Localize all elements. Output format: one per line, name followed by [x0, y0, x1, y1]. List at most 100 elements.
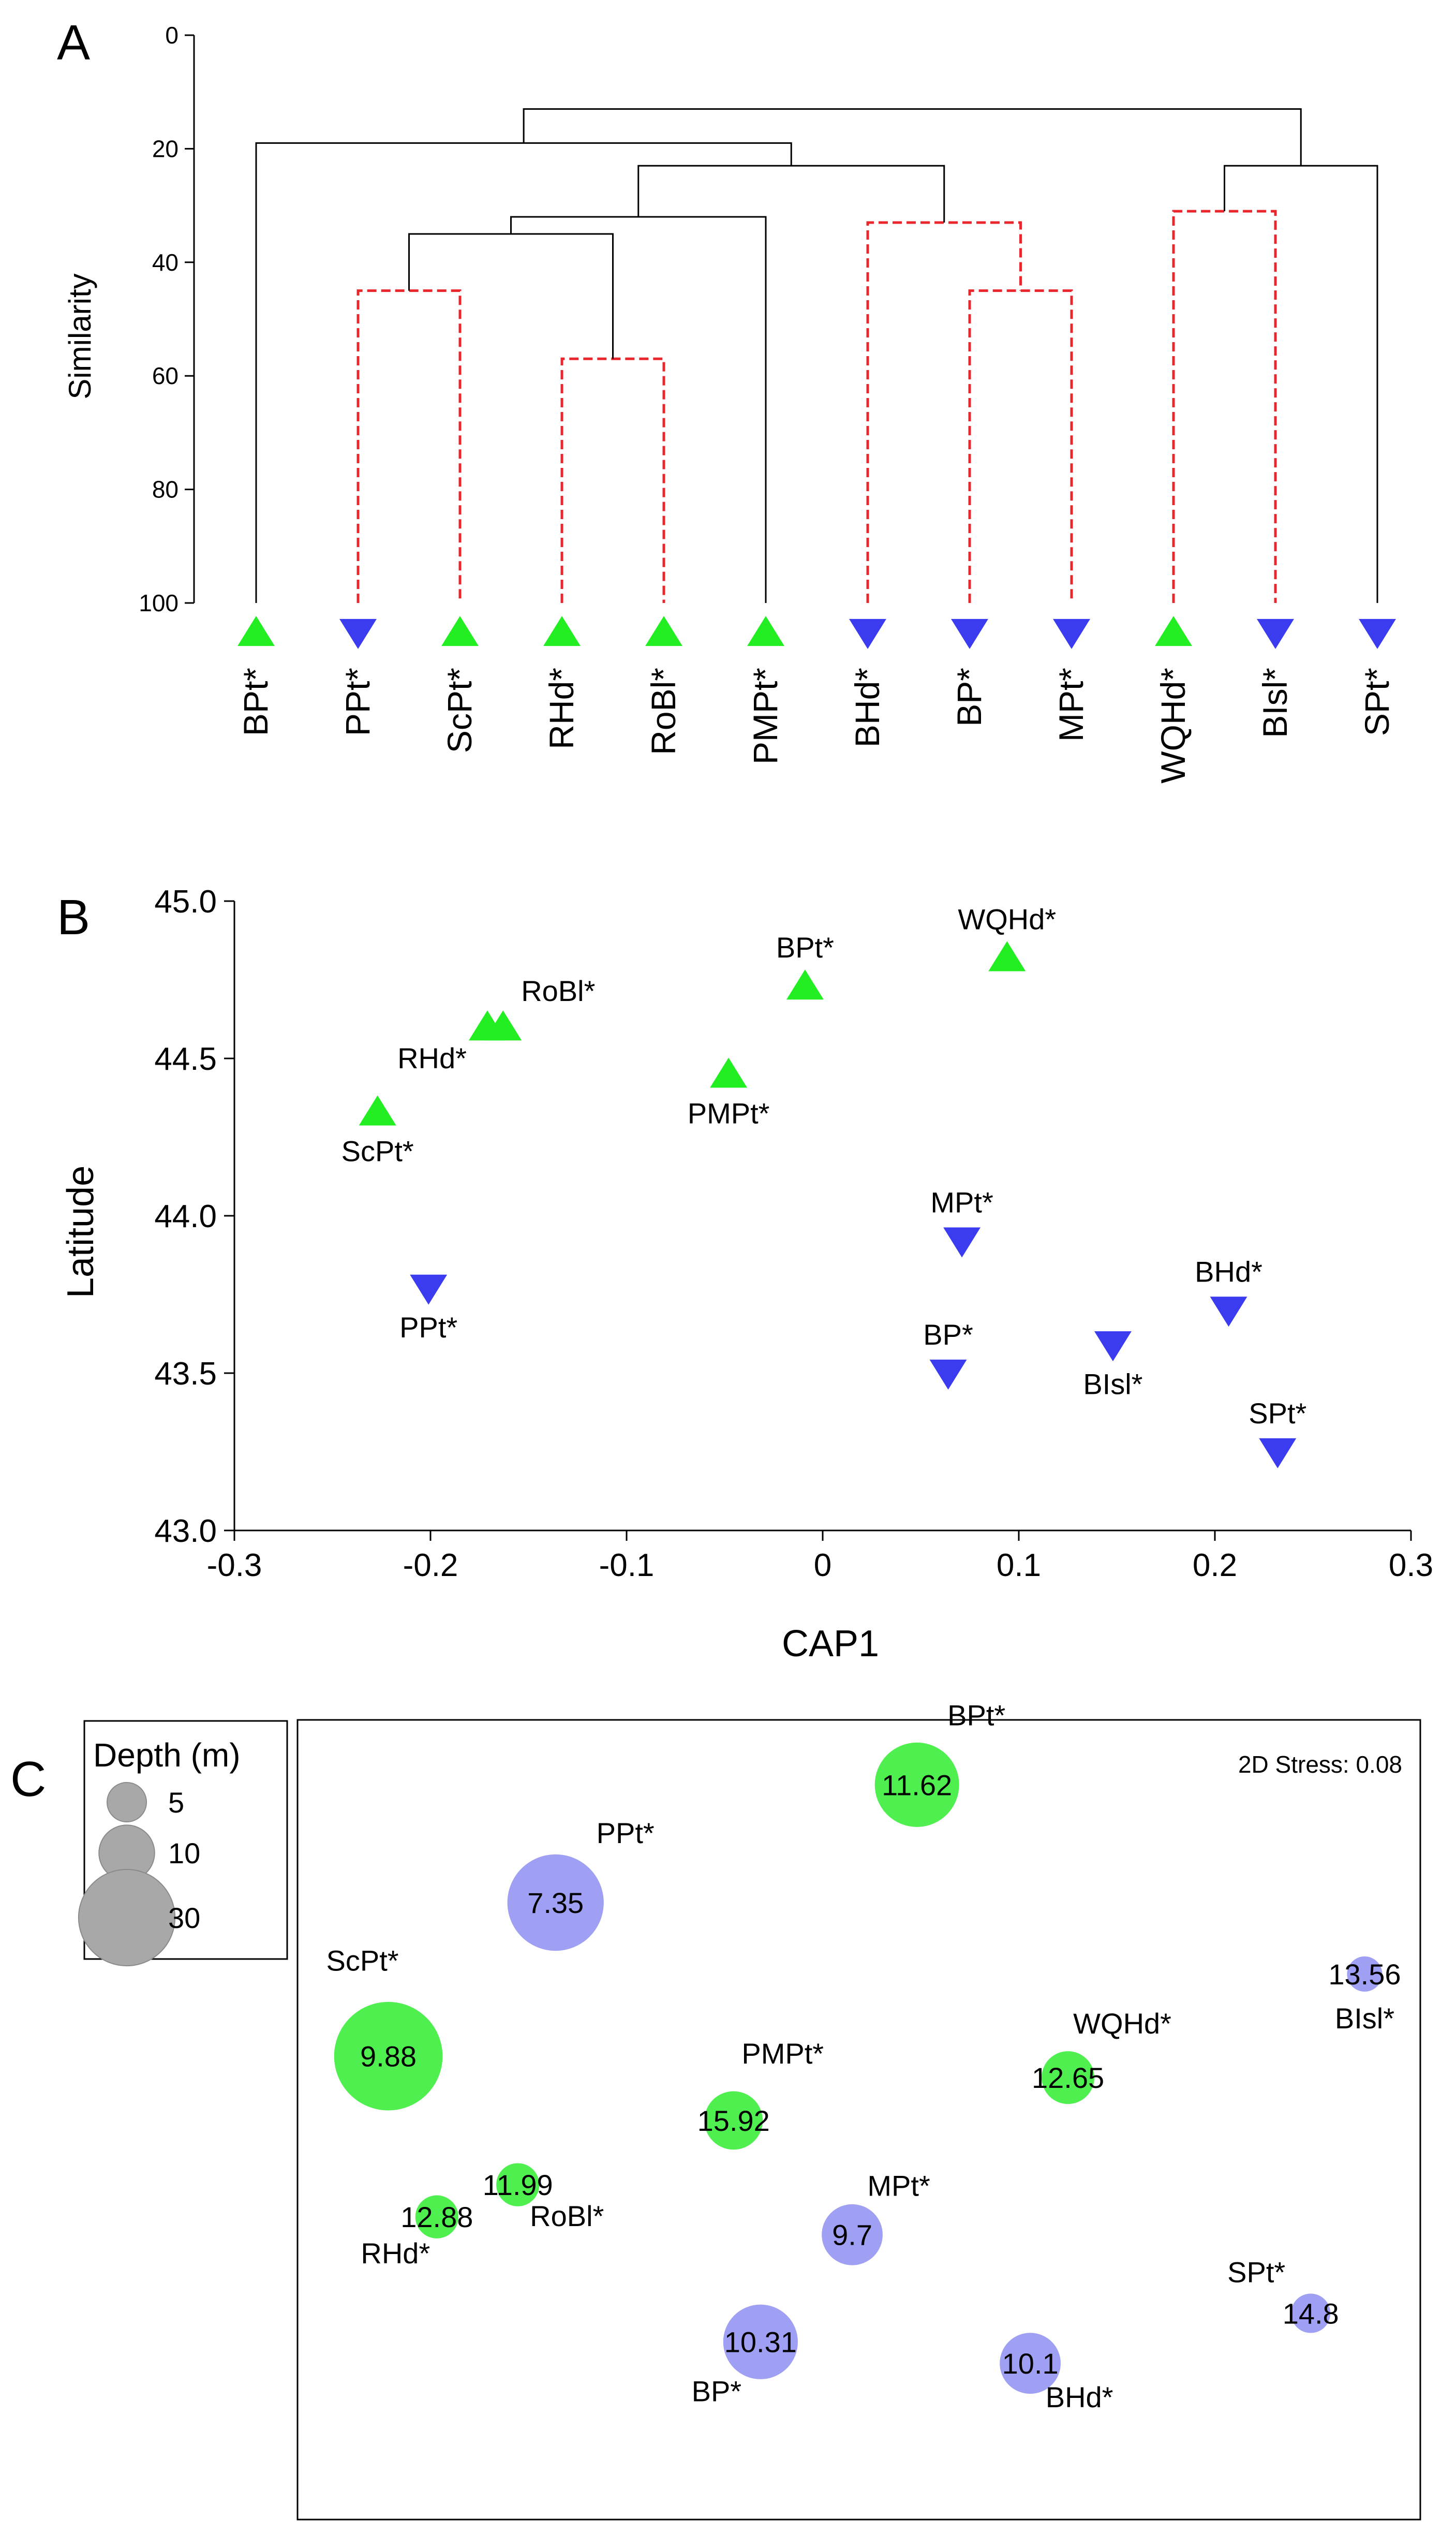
bubble-site-label: BP* [692, 2375, 742, 2408]
bubble-point [874, 1742, 959, 1827]
stress-annotation: 2D Stress: 0.08 [1238, 1751, 1402, 1778]
scatter-y-tick-label: 43.0 [154, 1513, 217, 1549]
bubble-site-label: PMPt* [741, 2037, 824, 2070]
scatter-x-axis-label: CAP1 [782, 1623, 879, 1665]
bubble-value-label: 13.56 [1328, 1958, 1401, 1991]
scatter-y-axis-label: Latitude [60, 1166, 101, 1298]
bubble-site-label: BPt* [947, 1699, 1005, 1731]
bubble-point [704, 2091, 763, 2150]
dendrogram-leaf-marker [1359, 618, 1396, 649]
dendrogram-branch [560, 357, 665, 603]
dendrogram-branch [968, 289, 1073, 603]
size-legend-bubble [78, 1868, 176, 1967]
panel-letter-c: C [10, 1751, 46, 1807]
scatter-point [988, 941, 1026, 971]
scatter-x-tick-label: -0.2 [403, 1548, 458, 1583]
scatter-point [1210, 1297, 1247, 1327]
dendrogram-y-tick-label: 0 [165, 22, 179, 49]
dendrogram-branch [408, 233, 614, 359]
mds-plot-frame [296, 1719, 1421, 2521]
bubble-point [1291, 2293, 1331, 2333]
dendrogram-leaf-label: RoBl* [644, 668, 682, 755]
dendrogram-leaf-marker [1155, 616, 1192, 646]
bubble-point [496, 2163, 540, 2206]
scatter-point [1094, 1331, 1132, 1362]
bubble-site-label: WQHd* [1073, 2007, 1171, 2040]
scatter-point [1259, 1438, 1297, 1468]
dendrogram-leaf-label: BP* [950, 668, 988, 727]
scatter-point [710, 1057, 748, 1088]
scatter-point-label: PPt* [399, 1311, 457, 1344]
dendrogram-leaf-label: BHd* [848, 668, 886, 747]
dendrogram-y-tick-label: 80 [152, 476, 179, 503]
dendrogram-branch [1172, 210, 1277, 603]
dendrogram-y-tick-label: 20 [152, 135, 179, 162]
dendrogram-leaf-label: BIsl* [1256, 668, 1294, 738]
dendrogram-y-tick-label: 60 [152, 362, 179, 389]
dendrogram-leaf-label: ScPt* [440, 668, 479, 753]
mds-bubble-panel: Depth (m) 2D Stress: 0.08 5 10 30 11.62 BPt*… [78, 1699, 1421, 2521]
bubble-value-label: 12.65 [1032, 2061, 1104, 2094]
dendrogram-leaf-label: WQHd* [1154, 668, 1192, 784]
scatter-x-tick-label: -0.3 [207, 1548, 262, 1583]
dendrogram-leaf-label: PMPt* [746, 668, 784, 764]
bubble-site-label: MPt* [867, 2170, 930, 2202]
dendrogram-leaf-marker [1257, 618, 1294, 649]
bubble-point [723, 2304, 798, 2379]
size-legend-label: 30 [168, 1902, 200, 1934]
bubble-site-label: RHd* [361, 2237, 430, 2270]
size-legend-title: Depth (m) [93, 1736, 241, 1774]
bubble-value-label: 10.31 [724, 2326, 797, 2359]
bubble-point [1000, 2333, 1061, 2394]
dendrogram-branch [1224, 165, 1378, 603]
scatter-point [410, 1274, 448, 1305]
scatter-x-tick-label: -0.1 [599, 1548, 655, 1583]
scatter-y-tick-label: 44.0 [154, 1199, 217, 1234]
bubble-point [334, 2001, 443, 2111]
scatter-point-label: PMPt* [688, 1097, 770, 1129]
scatter-point-label: ScPt* [341, 1135, 414, 1167]
dendrogram-branch [510, 216, 767, 603]
bubble-site-label: BIsl* [1335, 2002, 1394, 2035]
scatter-point-label: RoBl* [521, 975, 595, 1007]
dendrogram-leaf-marker [339, 618, 377, 649]
scatter-point [943, 1227, 981, 1258]
bubble-site-label: PPt* [597, 1817, 655, 1849]
scatter-point [468, 1010, 506, 1041]
bubble-point [1042, 2051, 1095, 2104]
bubble-site-label: SPt* [1227, 2256, 1285, 2289]
size-legend-bubble [106, 1781, 147, 1823]
cap-scatter-panel: CAP1 Latitude 43.0 43.5 44.0 44.5 45.0 -0.3 -0… [60, 884, 1433, 1665]
scatter-point [786, 969, 824, 1000]
dendrogram-leaf-marker [645, 616, 682, 646]
scatter-point-label: MPt* [930, 1186, 993, 1219]
size-legend-frame [83, 1720, 288, 1960]
bubble-site-label: BHd* [1046, 2381, 1113, 2413]
dendrogram-leaf-marker [237, 616, 275, 646]
dendrogram-branch [356, 289, 462, 603]
bubble-value-label: 14.8 [1283, 2298, 1339, 2330]
scatter-point [359, 1095, 396, 1126]
dendrogram-leaf-marker [441, 616, 479, 646]
scatter-y-tick-label: 43.5 [154, 1356, 217, 1392]
bubble-point [507, 1854, 604, 1951]
dendrogram-leaf-label: RHd* [542, 668, 581, 749]
scatter-y-tick-label: 44.5 [154, 1041, 217, 1077]
bubble-value-label: 9.88 [360, 2040, 417, 2073]
dendrogram-leaf-marker [951, 618, 988, 649]
bubble-point [822, 2204, 883, 2265]
scatter-point-label: SPt* [1249, 1397, 1306, 1430]
bubble-site-label: ScPt* [326, 1945, 398, 1977]
bubble-value-label: 12.88 [400, 2201, 473, 2233]
dendrogram-branch [637, 165, 945, 223]
dendrogram-leaf-marker [747, 616, 784, 646]
scatter-point-label: BHd* [1195, 1255, 1262, 1288]
scatter-point-label: RHd* [397, 1042, 467, 1074]
scatter-x-tick-label: 0 [814, 1548, 831, 1583]
dendrogram-branch [523, 108, 1302, 166]
bubble-value-label: 15.92 [697, 2104, 770, 2137]
size-legend-label: 10 [168, 1837, 200, 1869]
dendrogram-branch [255, 142, 792, 603]
scatter-point-label: BPt* [776, 931, 834, 964]
